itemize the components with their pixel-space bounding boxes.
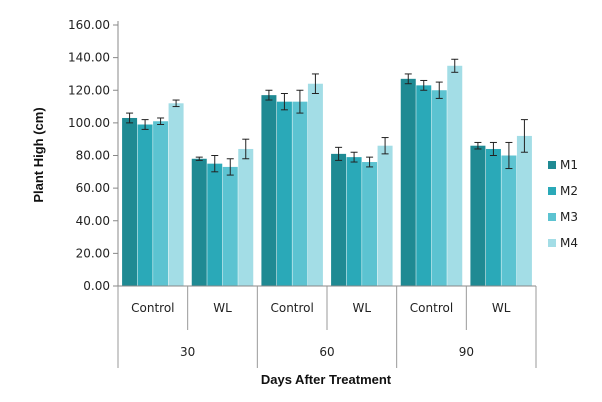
bar-m3 <box>431 90 447 286</box>
bar-m3 <box>292 101 308 286</box>
bar-m3 <box>501 155 517 286</box>
legend: M1 M2 M3 M4 <box>548 158 578 250</box>
bar-m2 <box>416 85 432 286</box>
y-tick-label: 80.00 <box>76 149 110 163</box>
bar-m1 <box>331 153 347 286</box>
x-category-label: Control <box>410 301 453 315</box>
x-category-label: WL <box>213 301 232 315</box>
bar-m4 <box>168 103 184 286</box>
bar-m4 <box>516 135 532 286</box>
x-group-label: 30 <box>180 345 195 359</box>
x-category-label: WL <box>353 301 372 315</box>
x-group-label: 90 <box>459 345 474 359</box>
x-axis-title: Days After Treatment <box>261 372 392 387</box>
bar-m1 <box>400 78 416 286</box>
bar-m3 <box>153 121 169 287</box>
bar-m2 <box>207 163 223 286</box>
bar-m4 <box>447 65 463 286</box>
bar-m2 <box>485 148 501 286</box>
y-axis-ticks: 0.00 20.00 40.00 60.00 80.00 100.00 120.00 140.… <box>68 18 118 293</box>
y-tick-label: 160.00 <box>68 18 110 32</box>
legend-swatch-m1 <box>548 161 556 169</box>
bar-m2 <box>346 157 362 286</box>
y-tick-label: 0.00 <box>83 279 110 293</box>
bar-m2 <box>137 124 153 286</box>
bar-m2 <box>276 101 292 286</box>
legend-swatch-m3 <box>548 213 556 221</box>
legend-label: M1 <box>560 158 578 172</box>
bar-m3 <box>362 162 378 286</box>
bar-m4 <box>238 148 254 286</box>
x-category-label: WL <box>492 301 511 315</box>
bar-m4 <box>307 83 323 286</box>
y-tick-label: 20.00 <box>76 246 110 260</box>
legend-swatch-m4 <box>548 239 556 247</box>
bar-m4 <box>377 145 393 286</box>
bar-m1 <box>261 95 277 286</box>
x-axis-labels: Control WL Control WL Control WL 30 60 90 <box>117 286 537 368</box>
bar-m1 <box>470 145 486 286</box>
y-tick-label: 60.00 <box>76 181 110 195</box>
x-category-label: Control <box>131 301 174 315</box>
y-tick-label: 40.00 <box>76 214 110 228</box>
legend-label: M3 <box>560 210 578 224</box>
y-tick-label: 100.00 <box>68 116 110 130</box>
bar-m1 <box>191 158 207 286</box>
bar-m1 <box>122 117 138 286</box>
y-tick-label: 120.00 <box>68 83 110 97</box>
bar-m3 <box>222 166 238 286</box>
legend-swatch-m2 <box>548 187 556 195</box>
x-group-label: 60 <box>319 345 334 359</box>
y-tick-label: 140.00 <box>68 51 110 65</box>
legend-label: M2 <box>560 184 578 198</box>
legend-label: M4 <box>560 236 578 250</box>
y-axis-title: Plant High (cm) <box>31 107 46 202</box>
bars <box>122 58 532 287</box>
x-category-label: Control <box>270 301 313 315</box>
